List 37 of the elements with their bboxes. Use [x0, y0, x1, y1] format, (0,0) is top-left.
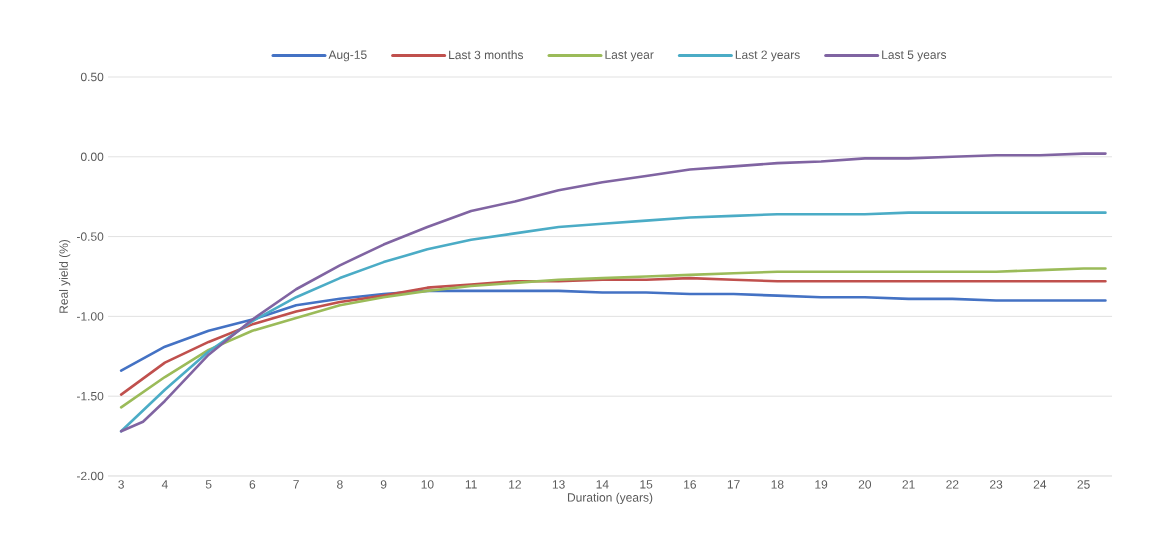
x-tick-label: 17 [727, 480, 740, 489]
legend-label: Last 3 months [449, 50, 524, 60]
x-tick-label: 14 [596, 480, 609, 489]
y-tick-label: -1.50 [76, 391, 104, 401]
x-tick-label: 9 [380, 480, 387, 489]
y-tick-label: -0.50 [76, 232, 104, 241]
x-tick-label: 3 [118, 480, 124, 489]
y-tick-label: 0.50 [80, 72, 104, 82]
x-tick-label: 5 [205, 480, 212, 489]
x-tick-label: 23 [990, 480, 1003, 489]
x-tick-label: 15 [640, 480, 653, 489]
x-tick-label: 6 [249, 480, 256, 489]
legend-label: Last 2 years [735, 50, 800, 62]
y-tick-label: -1.00 [76, 312, 104, 321]
x-tick-label: 16 [684, 480, 696, 489]
x-tick-label: 22 [946, 480, 959, 489]
x-tick-label: 7 [293, 480, 299, 489]
x-tick-label: 21 [902, 480, 915, 489]
x-tick-label: 18 [771, 480, 784, 489]
line-series [119, 152, 1107, 433]
x-tick-label: 19 [815, 480, 828, 489]
y-tick-label: -2.00 [76, 471, 104, 481]
legend-label: Last year [605, 50, 654, 62]
y-tick-label: 0.00 [80, 152, 104, 162]
x-tick-label: 13 [552, 480, 565, 489]
x-tick-label: 12 [509, 480, 521, 489]
x-tick-label: 20 [858, 480, 872, 489]
x-tick-label: 25 [1077, 480, 1090, 489]
x-axis-title: Duration (years) [567, 492, 653, 505]
x-tick-label: 8 [337, 480, 343, 489]
x-tick-label: 10 [421, 480, 434, 489]
y-axis-title: Real yield (%) [59, 239, 71, 313]
x-tick-label: 4 [161, 480, 168, 489]
legend-label: Last 5 years [882, 50, 947, 62]
x-tick-label: 24 [1033, 480, 1047, 489]
x-tick-label: 11 [465, 480, 477, 489]
legend-label: Aug-15 [328, 50, 367, 62]
